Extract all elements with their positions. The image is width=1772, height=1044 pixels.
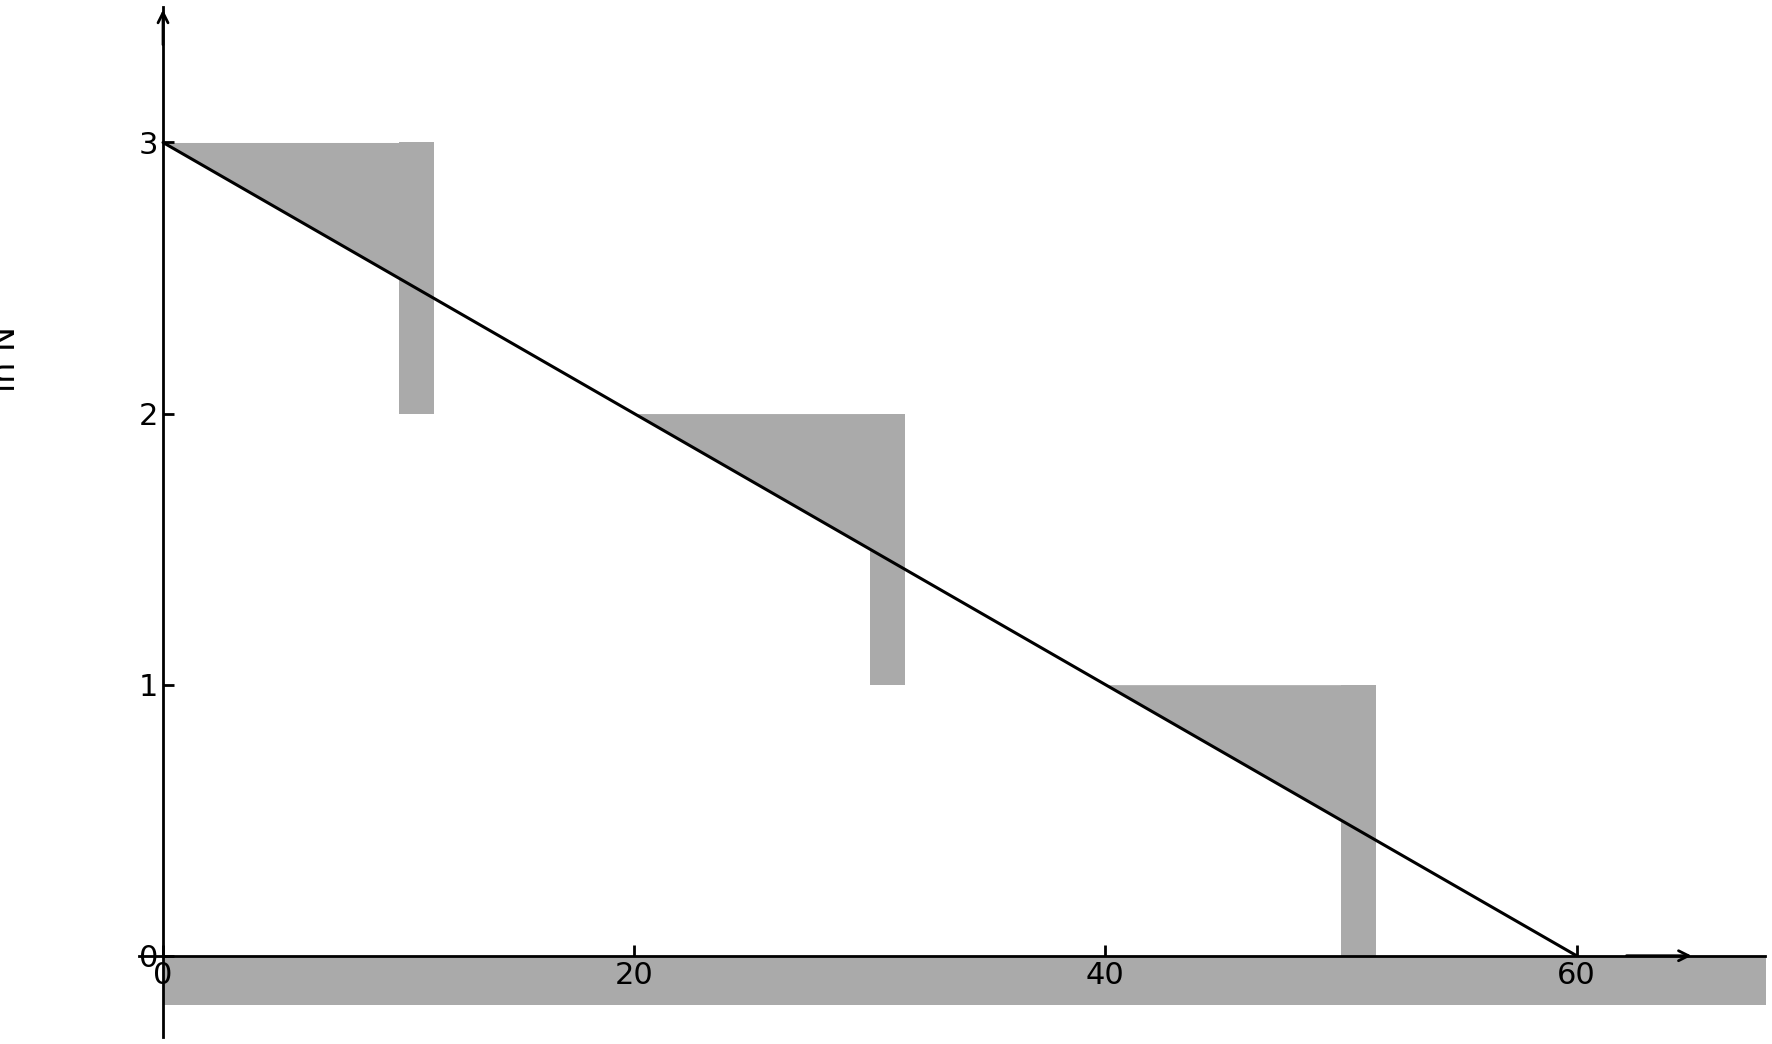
Bar <box>399 142 434 413</box>
Bar <box>1341 685 1377 955</box>
Bar <box>870 413 905 685</box>
Text: ln N: ln N <box>0 327 21 393</box>
